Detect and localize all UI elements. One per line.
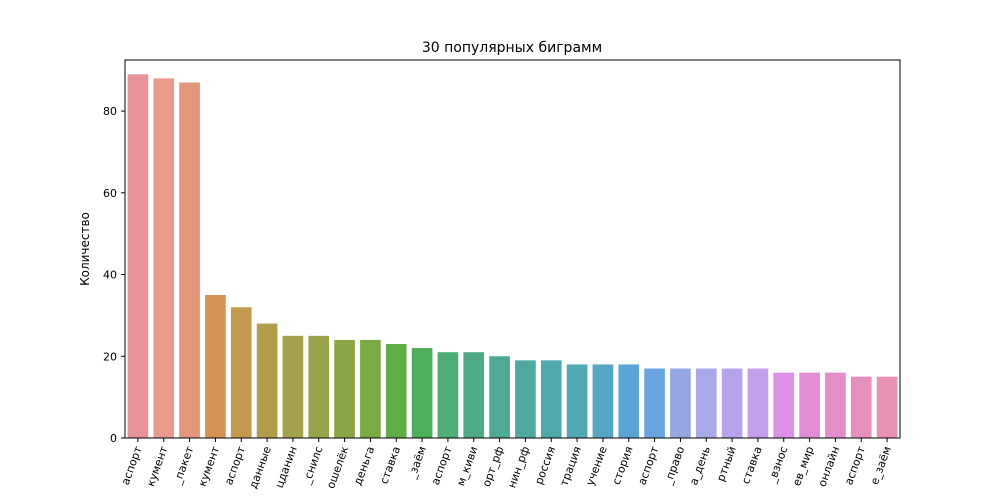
y-tick-label-2: 40	[103, 269, 117, 282]
x-tick-label-7: _снилс	[300, 445, 326, 487]
chart-title: 30 популярных биграмм	[422, 40, 602, 56]
x-tick-label-17: трация	[558, 445, 584, 488]
x-tick-label-11: _заём	[405, 445, 429, 482]
bar-25	[773, 372, 795, 438]
bar-14	[489, 356, 510, 438]
bar-26	[799, 372, 820, 438]
x-tick-label-6: цданин	[273, 445, 300, 490]
bar-7	[308, 335, 330, 438]
bar-22	[695, 368, 717, 438]
y-axis-label: Количество	[78, 212, 92, 286]
x-tick-label-20: аспорт	[635, 444, 661, 487]
x-tick-label-24: ставка	[739, 445, 765, 486]
bar-1	[153, 78, 175, 438]
x-axis: аспорт кумент _пакет кумент аспортданныецдан…	[119, 438, 894, 491]
x-tick-label-3: кумент	[196, 444, 223, 488]
x-tick-label-18: учение	[584, 444, 610, 487]
bar-8	[334, 339, 355, 438]
x-tick-label-15: нин_рф	[505, 445, 532, 490]
bar-18	[592, 364, 614, 438]
bar-28	[850, 376, 872, 438]
y-tick-label-4: 80	[103, 105, 117, 118]
y-tick-label-3: 60	[103, 187, 117, 200]
x-tick-label-8: ошелёк	[324, 444, 351, 490]
bar-11	[411, 348, 433, 438]
bar-27	[825, 372, 846, 438]
y-tick-label-1: 20	[103, 350, 117, 363]
x-tick-label-22: а_день	[687, 445, 713, 487]
bars-group	[127, 74, 898, 438]
plot-frame	[124, 59, 901, 439]
x-tick-label-2: _пакет	[170, 444, 196, 487]
bar-4	[230, 307, 252, 438]
x-tick-label-0: аспорт	[119, 444, 145, 487]
y-axis: 0 20 40 60 80	[103, 105, 125, 445]
x-tick-label-14: орт_рф	[480, 445, 507, 489]
x-tick-label-19: стория	[610, 445, 636, 487]
x-tick-label-16: россия	[532, 445, 558, 487]
bar-24	[747, 368, 769, 438]
bar-17	[566, 364, 588, 438]
x-tick-label-25: _взнос	[765, 445, 790, 486]
x-tick-label-27: онлайн	[816, 445, 843, 489]
bar-5	[256, 323, 278, 438]
bar-15	[515, 360, 536, 438]
bar-29	[876, 376, 898, 438]
bar-16	[540, 360, 562, 438]
x-tick-label-26: ев_мир	[790, 445, 816, 488]
x-tick-label-5: данные	[247, 444, 274, 490]
bar-19	[618, 364, 640, 438]
x-tick-label-12: аспорт	[429, 444, 455, 487]
x-tick-label-21: _право	[661, 444, 687, 487]
x-tick-label-28: аспорт	[842, 444, 868, 487]
x-tick-label-4: аспорт	[222, 444, 248, 487]
y-tick-label-0: 0	[110, 432, 117, 445]
x-tick-label-9: деньга	[351, 445, 377, 488]
bar-2	[179, 82, 200, 438]
bar-12	[437, 352, 459, 438]
bar-10	[385, 344, 407, 438]
bar-3	[205, 294, 226, 438]
bar-0	[127, 74, 149, 438]
x-tick-label-13: м_киви	[454, 445, 480, 488]
x-tick-label-1: кумент	[144, 444, 171, 488]
bar-21	[670, 368, 691, 438]
x-tick-label-23: ртный	[714, 445, 739, 484]
bar-13	[463, 352, 485, 438]
bar-20	[644, 368, 665, 438]
bar-9	[360, 339, 381, 438]
bar-23	[721, 368, 743, 438]
bar-6	[282, 335, 304, 438]
x-tick-label-29: е_заём	[868, 445, 894, 487]
x-tick-label-10: ставка	[377, 445, 403, 486]
